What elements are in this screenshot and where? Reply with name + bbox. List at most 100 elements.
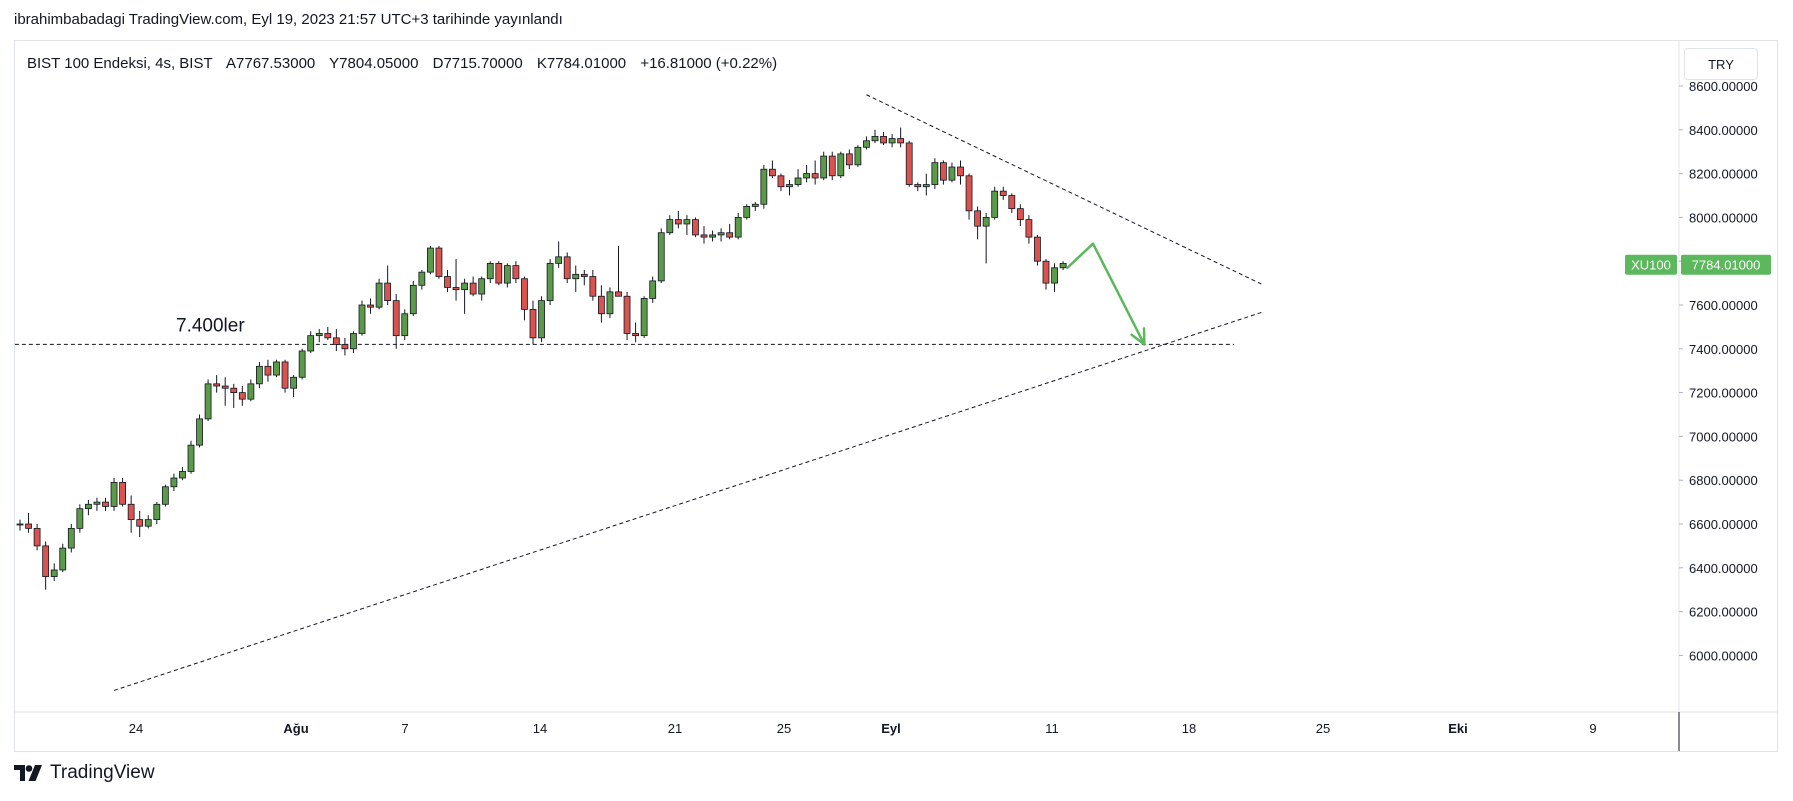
price-axis: 8600.00000 8400.00000 8200.00000 8000.00000…	[1625, 41, 1771, 751]
candle	[871, 129, 879, 143]
candle	[734, 213, 742, 240]
candle-body-up	[170, 477, 178, 488]
candle	[940, 160, 947, 185]
candle-body-down	[845, 153, 853, 166]
candle-body-up	[555, 256, 563, 264]
candle	[204, 379, 212, 422]
candle-body-up	[461, 282, 469, 291]
candle	[632, 322, 639, 343]
candle	[674, 210, 682, 229]
candle-body-down	[563, 256, 571, 280]
candle	[358, 300, 366, 336]
price-tick-label: 7400.00000	[1689, 342, 1758, 357]
candle-body-up	[871, 135, 879, 142]
candle	[1025, 215, 1033, 244]
candle-body-up	[196, 418, 203, 446]
candle	[110, 478, 118, 511]
candle	[512, 261, 520, 284]
candle-body-up	[247, 383, 255, 400]
candle	[478, 276, 486, 301]
candle	[315, 329, 323, 343]
candle	[42, 541, 50, 590]
candle	[880, 131, 887, 146]
candle	[384, 265, 392, 305]
currency-selector[interactable]: TRY	[1684, 48, 1758, 80]
candle-body-down	[999, 190, 1007, 196]
candle	[529, 300, 537, 345]
candle	[1016, 204, 1024, 227]
candle-body-down	[332, 337, 340, 345]
candle-body-down	[25, 523, 32, 529]
candle-body-up	[67, 527, 75, 549]
candle-body-down	[1025, 219, 1033, 238]
candle	[144, 515, 152, 529]
candle-body-down	[777, 175, 785, 188]
candle	[170, 473, 178, 492]
projection-arrowhead	[1130, 327, 1146, 346]
brand-name: TradingView	[50, 762, 155, 783]
candle	[264, 359, 272, 382]
candle	[888, 134, 896, 148]
candle-body-up	[307, 335, 315, 352]
time-tick-label: 25	[1316, 721, 1330, 736]
candle-body-up	[153, 503, 161, 521]
candle	[726, 223, 734, 240]
candle-body-up	[298, 350, 306, 378]
candle-body-down	[495, 262, 503, 284]
price-tick-label: 6400.00000	[1689, 561, 1758, 576]
candle-body-up	[179, 471, 186, 479]
candle-body-up	[649, 280, 657, 299]
candle-body-up	[76, 508, 84, 529]
candle-body-down	[213, 383, 221, 387]
candle-body-up	[255, 365, 263, 385]
time-tick-label: 24	[129, 721, 143, 736]
candle	[153, 502, 161, 524]
candle-body-up	[486, 262, 494, 280]
candle	[290, 375, 298, 397]
candle-body-down	[580, 273, 588, 277]
candle-body-up	[948, 166, 956, 181]
candle-body-up	[144, 519, 152, 527]
candle-body-up	[863, 140, 870, 148]
candle-body-down	[974, 210, 981, 227]
descending-trendline	[866, 94, 1265, 286]
tradingview-brand[interactable]: TradingView	[14, 762, 155, 784]
ascending-trendline	[113, 311, 1265, 691]
candle	[93, 497, 101, 511]
candle-body-up	[478, 278, 486, 295]
candle-body-down	[1008, 195, 1016, 210]
time-tick-label: 18	[1182, 721, 1196, 736]
candle-body-down	[940, 162, 947, 181]
candle-body-up	[931, 162, 939, 185]
candle-body-up	[93, 501, 101, 505]
candle	[503, 263, 511, 288]
candle-body-down	[264, 365, 272, 376]
candle-body-down	[674, 219, 682, 225]
candle	[999, 186, 1007, 200]
candle	[982, 213, 990, 264]
candle-body-down	[392, 300, 400, 337]
candle	[230, 383, 238, 408]
candle-body-up	[375, 282, 383, 308]
candle	[649, 276, 657, 303]
time-tick-label: 11	[1045, 721, 1059, 736]
candle	[221, 377, 229, 406]
candle	[273, 359, 280, 378]
price-tick-label: 6000.00000	[1689, 648, 1758, 663]
candle-body-up	[1051, 267, 1058, 284]
candle	[991, 186, 999, 220]
legend-symbol[interactable]: BIST 100 Endeksi, 4s, BIST	[27, 55, 213, 72]
candle	[640, 296, 648, 338]
candle-body-up	[315, 333, 323, 337]
candle-body-down	[632, 333, 639, 337]
candle	[615, 245, 622, 297]
candle-body-down	[221, 385, 229, 389]
projection-arrow	[1066, 242, 1146, 346]
candle	[33, 524, 41, 551]
candle	[786, 180, 793, 196]
candle	[298, 348, 306, 380]
candle-body-up	[760, 168, 768, 205]
candle-body-down	[136, 519, 144, 527]
candle-body-up	[204, 383, 212, 420]
